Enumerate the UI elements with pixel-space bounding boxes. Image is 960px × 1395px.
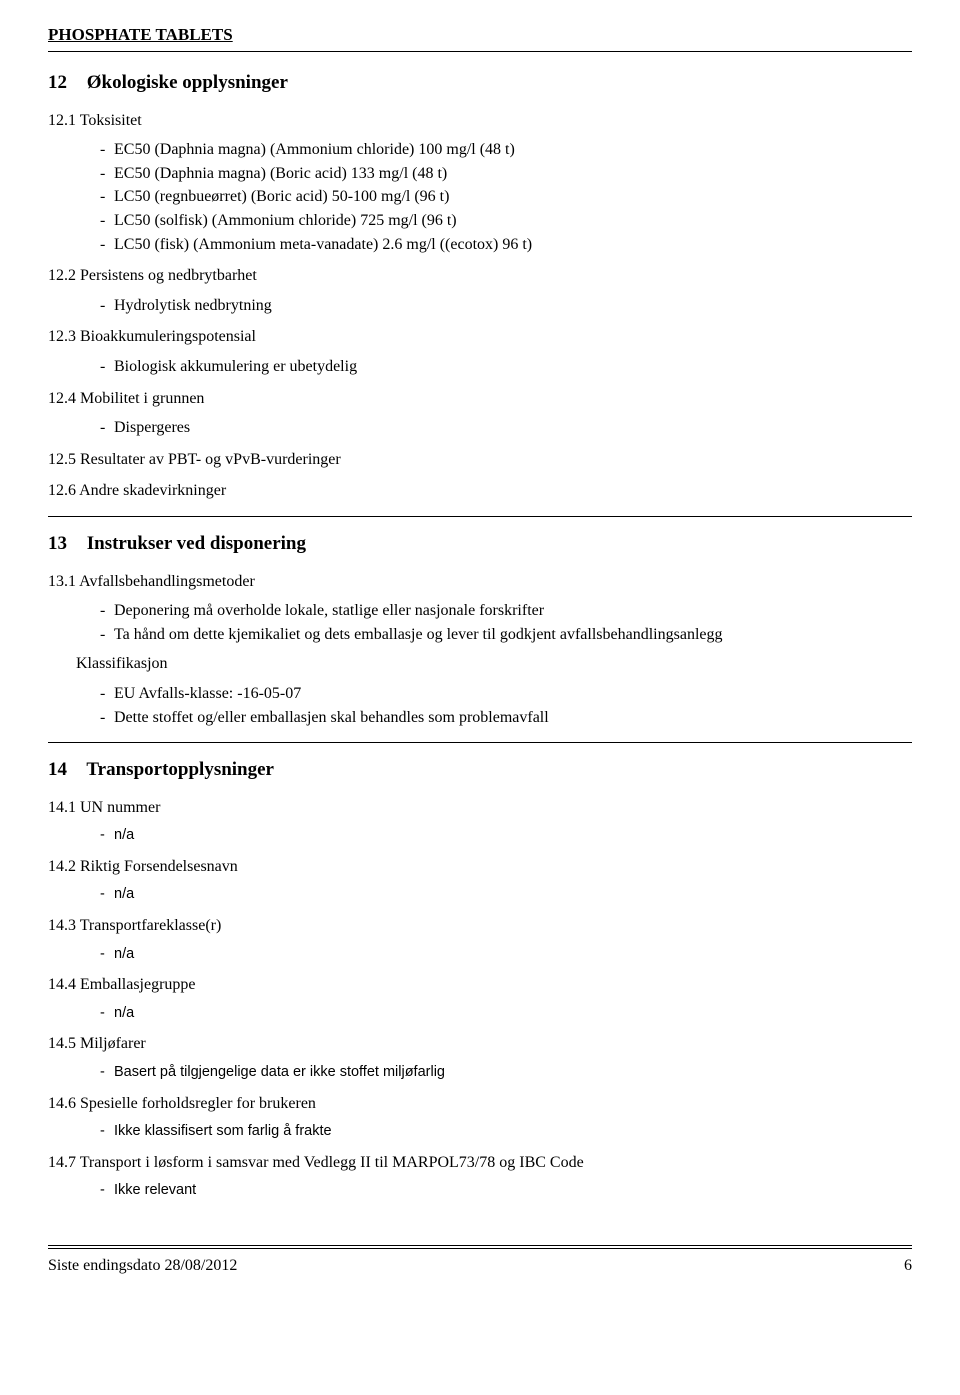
list-item: LC50 (regnbueørret) (Boric acid) 50-100 … — [100, 186, 912, 208]
list-14-7: Ikke relevant — [100, 1181, 912, 1201]
list-item: EC50 (Daphnia magna) (Boric acid) 133 mg… — [100, 163, 912, 185]
list-item: Ikke klassifisert som farlig å frakte — [100, 1122, 912, 1142]
list-item: Basert på tilgjengelige data er ikke sto… — [100, 1063, 912, 1083]
list-item: Dette stoffet og/eller emballasjen skal … — [100, 707, 912, 729]
list-item: n/a — [100, 945, 912, 965]
section-13-title: Instrukser ved disponering — [87, 533, 306, 554]
klassifikasjon-label: Klassifikasjon — [76, 653, 912, 675]
section-14-number: 14 — [48, 757, 82, 783]
section-14-heading: 14 Transportopplysninger — [48, 757, 912, 783]
page-footer: Siste endingsdato 28/08/2012 6 — [48, 1255, 912, 1277]
subheading-12-3: 12.3 Bioakkumuleringspotensial — [48, 326, 912, 348]
subheading-14-2: 14.2 Riktig Forsendelsesnavn — [48, 856, 912, 878]
list-item: n/a — [100, 1004, 912, 1024]
list-item: LC50 (fisk) (Ammonium meta-vanadate) 2.6… — [100, 234, 912, 256]
subheading-12-5: 12.5 Resultater av PBT- og vPvB-vurderin… — [48, 449, 912, 471]
subheading-14-7: 14.7 Transport i løsform i samsvar med V… — [48, 1152, 912, 1174]
subheading-13-1: 13.1 Avfallsbehandlingsmetoder — [48, 571, 912, 593]
subheading-14-4: 14.4 Emballasjegruppe — [48, 974, 912, 996]
list-item: LC50 (solfisk) (Ammonium chloride) 725 m… — [100, 210, 912, 232]
section-divider — [48, 516, 912, 517]
list-14-4: n/a — [100, 1004, 912, 1024]
section-14-title: Transportopplysninger — [86, 759, 274, 780]
section-12-title: Økologiske opplysninger — [87, 72, 288, 93]
section-12-number: 12 — [48, 70, 82, 96]
list-13-1: Deponering må overholde lokale, statlige… — [100, 600, 912, 645]
subheading-12-2: 12.2 Persistens og nedbrytbarhet — [48, 265, 912, 287]
section-13-heading: 13 Instrukser ved disponering — [48, 531, 912, 557]
list-item: n/a — [100, 826, 912, 846]
list-item: Ta hånd om dette kjemikaliet og dets emb… — [100, 624, 912, 646]
list-14-1: n/a — [100, 826, 912, 846]
document-title: PHOSPHATE TABLETS — [48, 24, 912, 47]
list-13-1-klass: EU Avfalls-klasse: -16-05-07 Dette stoff… — [100, 683, 912, 728]
list-12-3: Biologisk akkumulering er ubetydelig — [100, 356, 912, 378]
list-12-4: Dispergeres — [100, 417, 912, 439]
subheading-12-1: 12.1 Toksisitet — [48, 110, 912, 132]
list-item: Biologisk akkumulering er ubetydelig — [100, 356, 912, 378]
subheading-14-6: 14.6 Spesielle forholdsregler for bruker… — [48, 1093, 912, 1115]
footer-page-number: 6 — [904, 1255, 912, 1277]
footer-rule-bottom — [48, 1248, 912, 1249]
section-13-number: 13 — [48, 531, 82, 557]
list-item: Hydrolytisk nedbrytning — [100, 295, 912, 317]
subheading-12-6: 12.6 Andre skadevirkninger — [48, 480, 912, 502]
list-14-6: Ikke klassifisert som farlig å frakte — [100, 1122, 912, 1142]
footer-rule-top — [48, 1245, 912, 1246]
list-item: Ikke relevant — [100, 1181, 912, 1201]
list-item: Deponering må overholde lokale, statlige… — [100, 600, 912, 622]
subheading-14-5: 14.5 Miljøfarer — [48, 1033, 912, 1055]
subheading-12-4: 12.4 Mobilitet i grunnen — [48, 388, 912, 410]
list-12-1: EC50 (Daphnia magna) (Ammonium chloride)… — [100, 139, 912, 255]
list-item: Dispergeres — [100, 417, 912, 439]
footer-date: Siste endingsdato 28/08/2012 — [48, 1255, 237, 1277]
list-14-5: Basert på tilgjengelige data er ikke sto… — [100, 1063, 912, 1083]
title-underline-rule — [48, 51, 912, 52]
list-item: n/a — [100, 885, 912, 905]
list-12-2: Hydrolytisk nedbrytning — [100, 295, 912, 317]
subheading-14-1: 14.1 UN nummer — [48, 797, 912, 819]
list-14-2: n/a — [100, 885, 912, 905]
list-14-3: n/a — [100, 945, 912, 965]
section-12-heading: 12 Økologiske opplysninger — [48, 70, 912, 96]
footer-rules — [48, 1245, 912, 1249]
list-item: EC50 (Daphnia magna) (Ammonium chloride)… — [100, 139, 912, 161]
subheading-14-3: 14.3 Transportfareklasse(r) — [48, 915, 912, 937]
section-divider — [48, 742, 912, 743]
list-item: EU Avfalls-klasse: -16-05-07 — [100, 683, 912, 705]
